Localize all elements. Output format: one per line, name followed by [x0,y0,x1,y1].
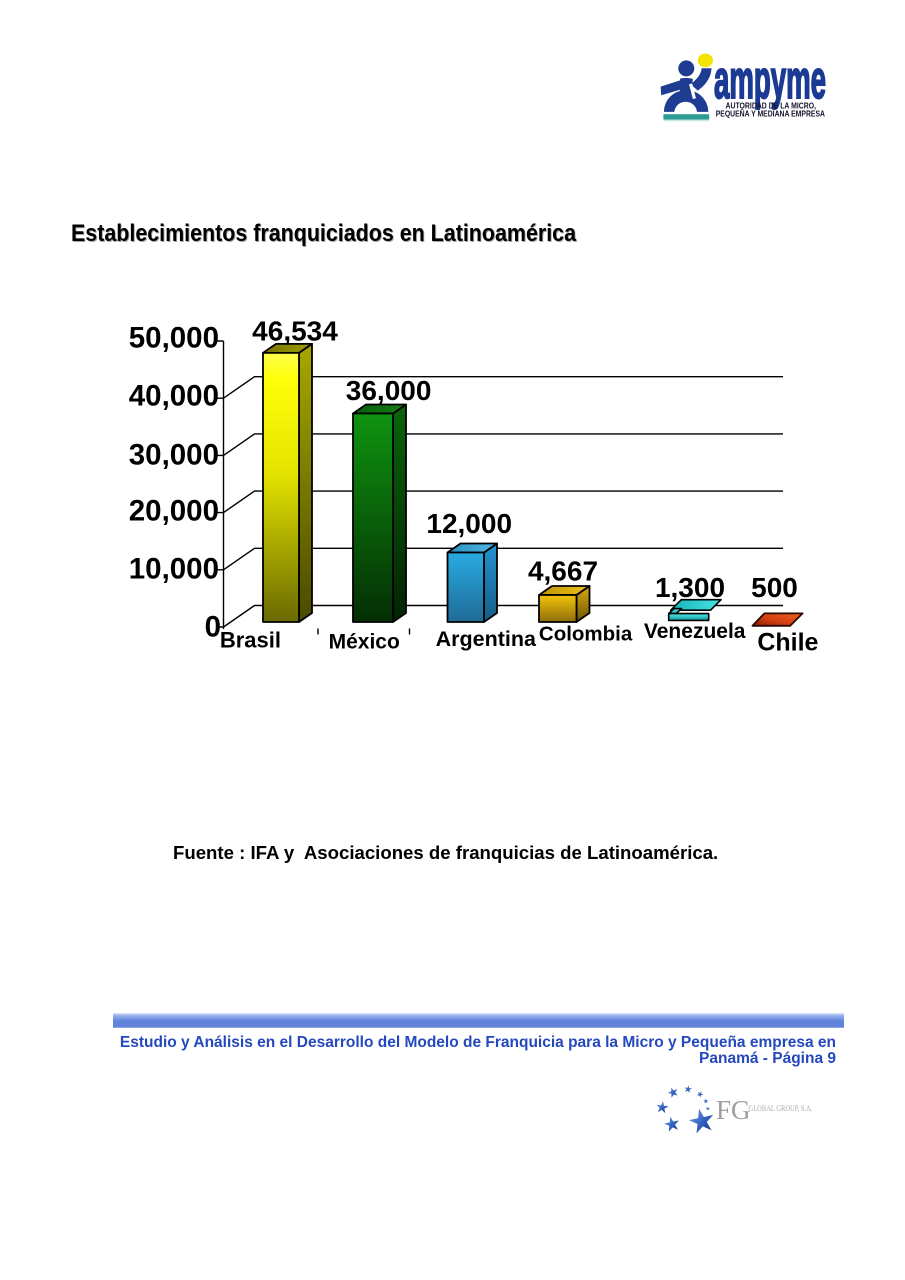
svg-text:GLOBAL GROUP, S.A.: GLOBAL GROUP, S.A. [749,1104,813,1113]
svg-text:46,534: 46,534 [252,315,338,346]
svg-text:Argentina: Argentina [436,627,537,651]
svg-text:10,000: 10,000 [129,553,219,586]
svg-text:Chile: Chile [757,629,818,657]
svg-text:12,000: 12,000 [426,508,512,539]
svg-text:4,667: 4,667 [528,556,598,587]
svg-text:500: 500 [751,572,798,603]
svg-text:40,000: 40,000 [129,380,219,413]
svg-text:0: 0 [205,611,221,644]
svg-text:Colombia: Colombia [539,623,633,646]
svg-text:México: México [329,630,400,653]
svg-text:FG: FG [716,1095,751,1125]
svg-text:30,000: 30,000 [129,439,219,472]
svg-text:50,000: 50,000 [129,321,219,354]
svg-text:AUTORIDAD DE LA MICRO,: AUTORIDAD DE LA MICRO, [726,101,817,110]
svg-text:36,000: 36,000 [346,375,432,406]
svg-text:ampyme: ampyme [714,50,826,110]
svg-text:Brasil: Brasil [220,627,281,652]
svg-text:PEQUEÑA Y MEDIANA EMPRESA: PEQUEÑA Y MEDIANA EMPRESA [716,109,825,119]
svg-text:20,000: 20,000 [129,495,219,528]
svg-text:Venezuela: Venezuela [644,620,746,643]
svg-text:1,300: 1,300 [655,572,725,603]
